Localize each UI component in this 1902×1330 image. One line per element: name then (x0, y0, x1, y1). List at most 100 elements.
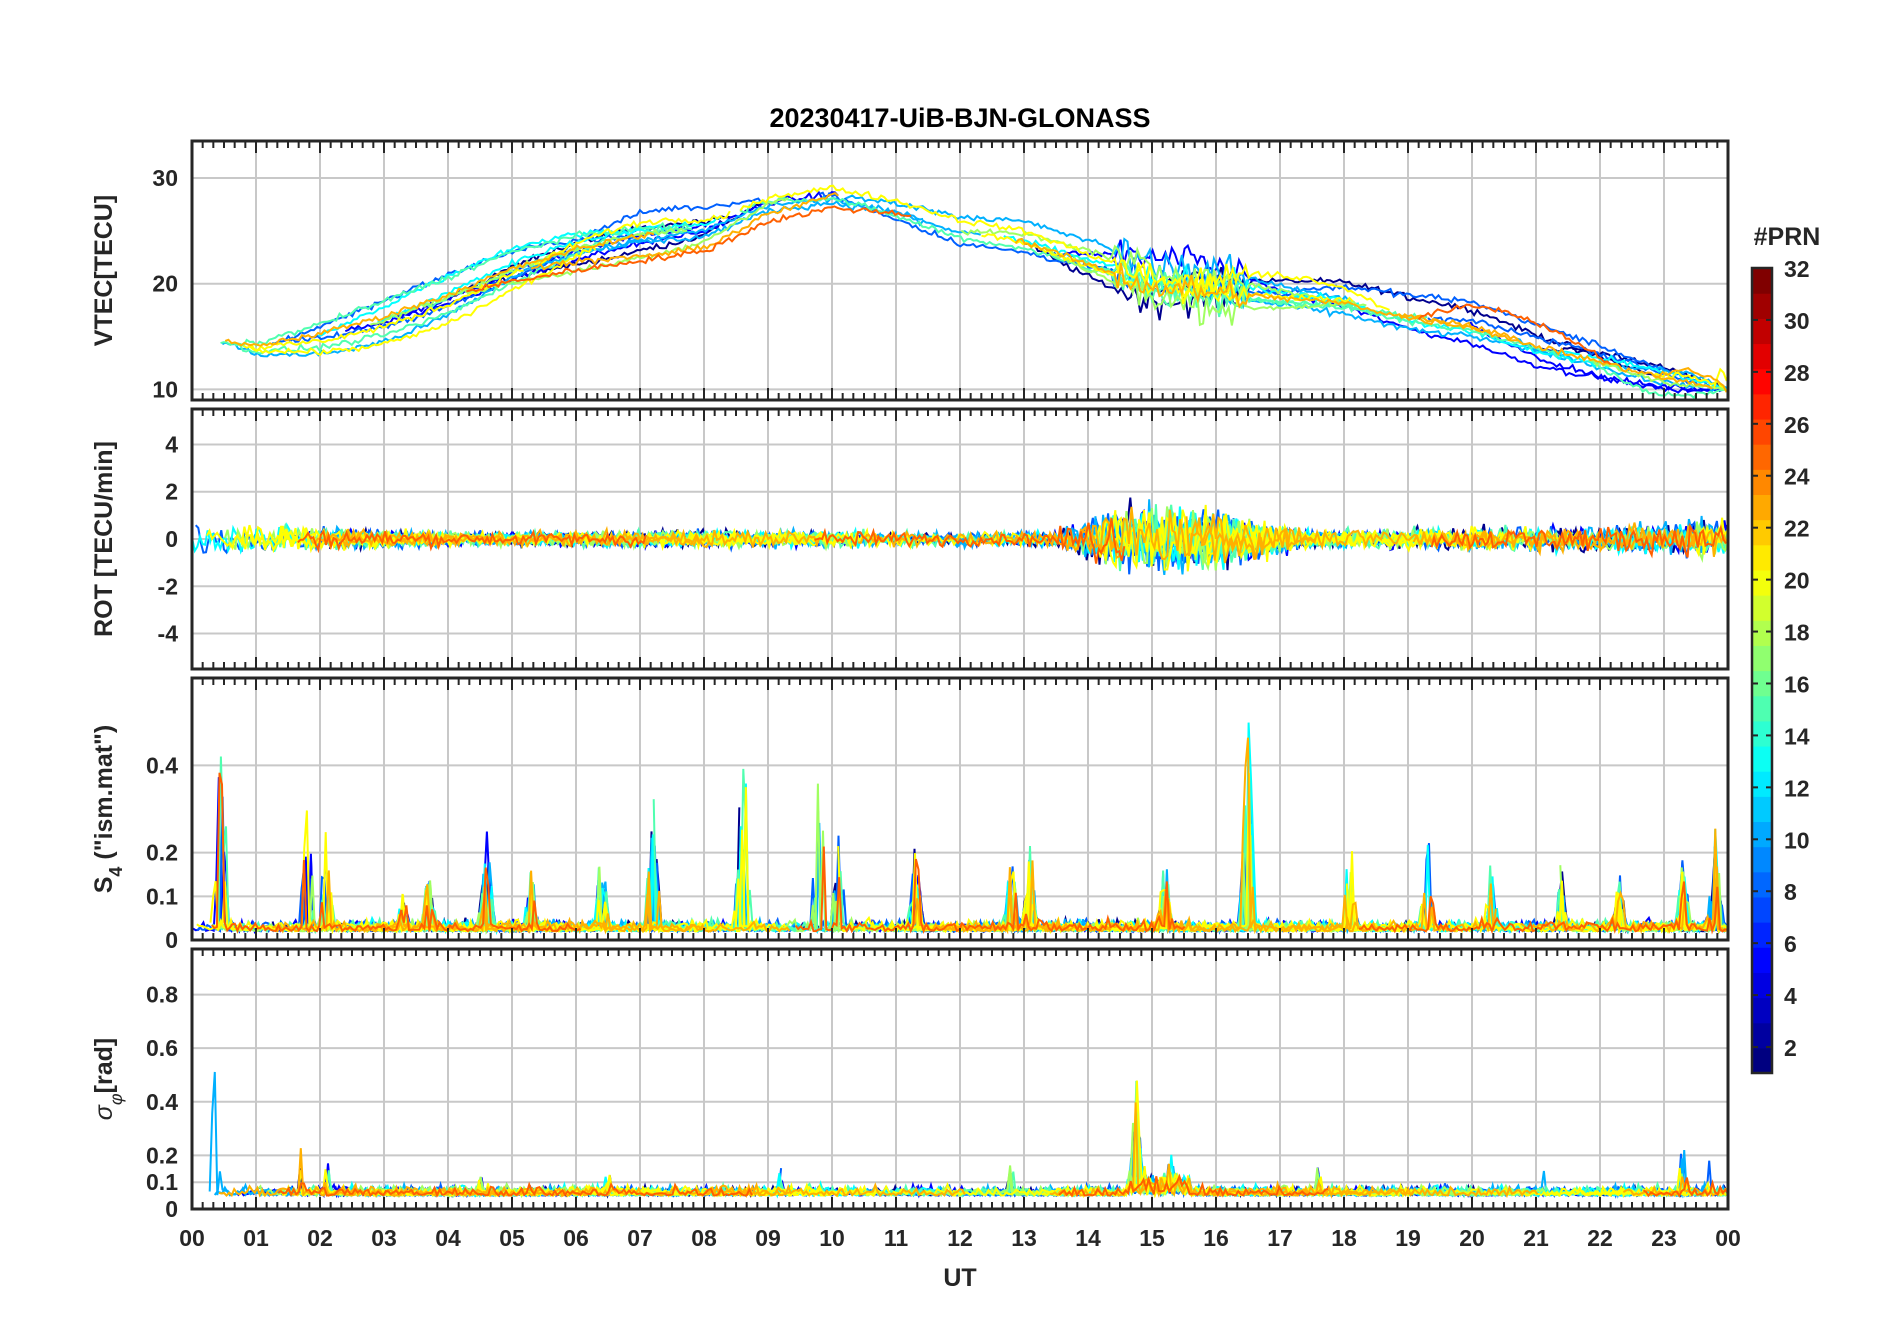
x-tick-label: 01 (243, 1225, 269, 1251)
colorbar-swatch (1752, 771, 1772, 797)
x-tick-label: 05 (499, 1225, 525, 1251)
y-tick-label: 2 (165, 479, 178, 505)
series-line-prn-21 (1014, 237, 1518, 342)
x-tick-label: 00 (1715, 1225, 1741, 1251)
series-line-prn-23 (1417, 303, 1612, 365)
y-tick-label: 30 (152, 165, 178, 191)
colorbar-swatch (1752, 494, 1772, 521)
x-tick-label: 04 (435, 1225, 461, 1251)
colorbar-swatch (1752, 620, 1772, 646)
series-line-prn-3 (856, 829, 1329, 935)
series-line-prn-17 (1043, 246, 1367, 327)
colorbar-swatch (1752, 393, 1772, 420)
x-tick-label: 11 (884, 1225, 909, 1251)
series-line-prn-17 (1590, 359, 1726, 392)
x-tick-label: 08 (691, 1225, 717, 1251)
colorbar-swatch (1752, 569, 1772, 596)
x-tick-label: 23 (1651, 1225, 1677, 1251)
sigma-phi-panel: 00.10.2 0.4 0.6 0.8 σφ[rad] (90, 947, 1730, 1222)
series-line-prn-16 (935, 1122, 1554, 1198)
colorbar-tick-label: 6 (1784, 931, 1797, 957)
colorbar-swatch (1752, 595, 1772, 621)
series-line-prn-17 (748, 783, 1382, 935)
colorbar-swatch (1752, 544, 1772, 571)
y-axis-label: σφ[rad] (90, 1038, 126, 1120)
series-line-prn-19 (248, 268, 524, 351)
colorbar-swatch (1752, 1022, 1772, 1049)
colorbar-swatch (1752, 695, 1772, 722)
y-tick-label: 0.1 (146, 883, 178, 909)
colorbar-swatch (1752, 318, 1772, 345)
colorbar-tick-label: 24 (1784, 464, 1810, 490)
colorbar-tick-label: 16 (1784, 671, 1810, 697)
series-line-prn-5 (689, 811, 1223, 934)
colorbar-swatch (1752, 922, 1772, 948)
x-axis: 00 01 02 03 04 05 06 07 08 09 10 11 12 13 14 15 16 17 18 19… (179, 1225, 1741, 1251)
colorbar-tick-label: 20 (1784, 568, 1810, 594)
y-tick-label: 0 (165, 1196, 178, 1222)
series-line-prn-21 (1132, 1102, 1539, 1199)
y-tick-label: 0.2 (146, 840, 178, 866)
colorbar-tick-label: 4 (1784, 983, 1797, 1009)
y-tick-label: 0 (165, 927, 178, 953)
rot-panel: -4 -2 0 2 4 ROT [TECU/min] (90, 407, 1730, 671)
colorbar-tick-label: 28 (1784, 360, 1810, 386)
series-line-prn-20 (952, 1080, 1220, 1199)
series-line-prn-4 (1293, 294, 1727, 393)
y-tick-label: 0.2 (146, 1142, 178, 1168)
colorbar-swatch (1752, 519, 1772, 546)
x-tick-label: 20 (1459, 1225, 1485, 1251)
colorbar-swatch (1752, 1047, 1772, 1074)
colorbar-swatch (1752, 947, 1772, 973)
x-tick-label: 21 (1523, 1225, 1549, 1251)
series-line-prn-23 (277, 1181, 753, 1198)
series-line-prn-23 (814, 518, 1126, 564)
colorbar-swatch (1752, 293, 1772, 319)
colorbar-swatch (1752, 418, 1772, 445)
series-line-prn-21 (1652, 366, 1728, 393)
series-line-prn-6 (1427, 316, 1707, 387)
x-tick-label: 16 (1203, 1225, 1229, 1251)
colorbar-tick-label: 32 (1784, 256, 1810, 282)
colorbar-swatch (1752, 871, 1772, 898)
y-tick-label: 0.8 (146, 982, 178, 1008)
series-line-prn-16 (960, 228, 1311, 298)
colorbar-swatch (1752, 972, 1772, 999)
colorbar-tick-label: 2 (1784, 1035, 1797, 1061)
y-tick-label: 0 (165, 526, 178, 552)
series-line-prn-22 (1397, 312, 1713, 390)
x-tick-label: 02 (307, 1225, 333, 1251)
series-line-prn-15 (220, 247, 593, 355)
colorbar-swatch (1752, 997, 1772, 1024)
x-tick-label: 00 (179, 1225, 205, 1251)
series-line-prn-19 (209, 832, 692, 934)
colorbar-tick-label: 14 (1784, 723, 1810, 749)
series-line-prn-23 (1058, 1173, 1329, 1198)
chart-title: 20230417-UiB-BJN-GLONASS (769, 103, 1150, 133)
y-tick-label: 4 (165, 431, 178, 457)
y-tick-label: 10 (152, 376, 178, 402)
colorbar-swatch (1752, 720, 1772, 747)
series-line-prn-22 (1041, 506, 1317, 561)
colorbar-swatch (1752, 368, 1772, 395)
y-tick-label: 0.4 (146, 1089, 178, 1115)
x-tick-label: 03 (371, 1225, 397, 1251)
colorbar-swatch (1752, 846, 1772, 873)
x-tick-label: 06 (563, 1225, 589, 1251)
series-line-prn-22 (1520, 828, 1726, 934)
colorbar-swatch (1752, 343, 1772, 370)
series-line-prn-10 (850, 777, 1426, 935)
series-line-prn-20 (739, 184, 1234, 302)
series-line-prn-22 (272, 870, 791, 935)
y-tick-label: -2 (158, 573, 178, 599)
series-line-prn-23 (297, 528, 647, 554)
series-line-prn-17 (464, 196, 789, 295)
series-line-prn-20 (1712, 367, 1728, 389)
x-tick-label: 18 (1331, 1225, 1357, 1251)
y-tick-label: 20 (152, 271, 178, 297)
colorbar-swatch (1752, 645, 1772, 672)
x-tick-label: 17 (1267, 1225, 1293, 1251)
colorbar-swatch (1752, 670, 1772, 697)
series-line-prn-7 (288, 246, 591, 343)
